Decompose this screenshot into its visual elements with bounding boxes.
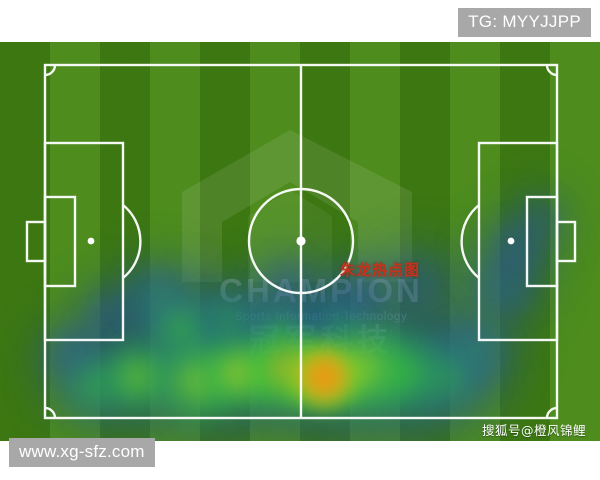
telegram-watermark-badge: TG: MYYJJPP: [458, 8, 591, 37]
heatmap-red-label: 朱龙热点图: [340, 261, 421, 279]
sohu-credit-watermark: 搜狐号@橙风锦鲤: [481, 423, 586, 438]
pitch-grass-stripes: [0, 42, 600, 441]
football-pitch: CHAMPION Sports Information Technology 冠…: [0, 42, 600, 441]
website-watermark-badge: www.xg-sfz.com: [9, 438, 155, 467]
